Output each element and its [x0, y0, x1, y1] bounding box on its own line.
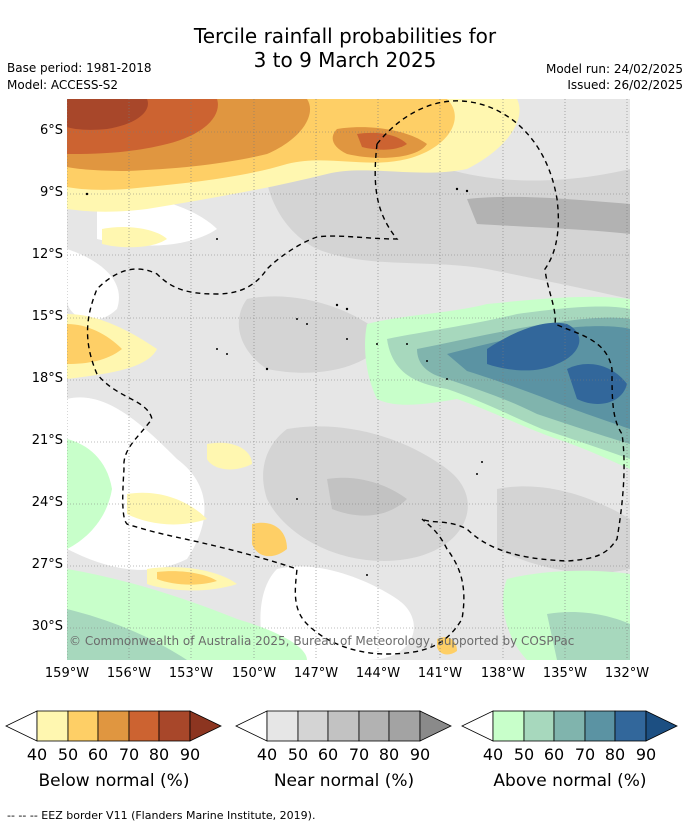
colorbar-below-normal: [5, 710, 222, 742]
no-signal-area: [260, 566, 414, 660]
below-normal-50: [67, 324, 122, 364]
colorbar-swatch: [97, 710, 130, 742]
lon-tick-label: 132°W: [604, 666, 650, 681]
colorbar-tick: 60: [543, 745, 565, 764]
colorbar-swatch: [523, 710, 555, 742]
below-normal-80: [67, 99, 148, 130]
colorbar-tick: 40: [256, 745, 278, 764]
lon-tick-label: 138°W: [480, 666, 526, 681]
colorbar-tick: 80: [378, 745, 400, 764]
near-normal-70: [467, 196, 630, 234]
lon-tick-label: 159°W: [44, 666, 90, 681]
lat-tick-label: 15°S: [31, 309, 63, 324]
colorbar-swatch: [128, 710, 160, 742]
colorbar-tick: 90: [179, 745, 201, 764]
lon-tick-label: 153°W: [168, 666, 214, 681]
colorbar-extend-low: [5, 710, 38, 742]
colorbar-swatch: [584, 710, 616, 742]
above-normal-40: [67, 439, 112, 549]
below-normal-40: [207, 442, 252, 470]
colorbar-swatch: [492, 710, 525, 742]
colorbar-extend-high: [189, 710, 222, 742]
island-markers: [85, 187, 483, 576]
lon-tick-label: 147°W: [293, 666, 339, 681]
colorbar-swatch: [553, 710, 586, 742]
below-normal-40: [127, 492, 207, 525]
colorbar-tick: 60: [317, 745, 339, 764]
colorbar-title-near: Near normal (%): [273, 771, 415, 791]
colorbar-swatch: [67, 710, 99, 742]
colorbar-tick: 80: [604, 745, 626, 764]
lat-tick-label: 27°S: [31, 557, 63, 572]
model-run: Model run: 24/02/2025: [545, 62, 683, 76]
map-title-line1: Tercile rainfall probabilities for: [193, 24, 497, 48]
lon-tick-label: 156°W: [106, 666, 152, 681]
lon-tick-label: 150°W: [231, 666, 277, 681]
colorbar-extend-high: [645, 710, 678, 742]
probability-map: [67, 99, 630, 660]
colorbar-tick: 80: [148, 745, 170, 764]
map-title-line2: 3 to 9 March 2025: [253, 48, 437, 72]
colorbar-near-normal: [235, 710, 452, 742]
lat-tick-label: 18°S: [31, 371, 63, 386]
colorbar-swatch: [327, 710, 360, 742]
colorbar-tick: 40: [26, 745, 48, 764]
colorbar-title-above: Above normal (%): [493, 771, 647, 791]
lat-tick-label: 9°S: [39, 185, 63, 200]
colorbar-extend-low: [235, 710, 268, 742]
eez-border: [86, 100, 625, 655]
base-period: Base period: 1981-2018: [7, 61, 152, 75]
colorbar-tick: 50: [57, 745, 79, 764]
near-normal-50: [238, 296, 387, 373]
no-signal-area: [67, 397, 205, 570]
above-normal-80: [567, 364, 627, 404]
colorbar-extend-low: [461, 710, 494, 742]
above-normal-50: [67, 609, 187, 660]
colorbar-swatch: [297, 710, 329, 742]
colorbar-tick: 90: [409, 745, 431, 764]
colorbar-tick: 70: [574, 745, 596, 764]
near-normal-50: [264, 136, 630, 299]
lat-tick-label: 30°S: [31, 619, 63, 634]
model-name: Model: ACCESS-S2: [7, 78, 119, 92]
near-normal-60: [327, 477, 407, 516]
colorbar-tick: 90: [635, 745, 657, 764]
map-gridlines: [67, 99, 630, 660]
eez-border-legend: -- -- -- EEZ border V11 (Flanders Marine…: [7, 809, 316, 822]
colorbar-swatch: [158, 710, 191, 742]
colorbar-swatch: [388, 710, 421, 742]
lat-tick-label: 21°S: [31, 433, 63, 448]
colorbar-extend-high: [419, 710, 452, 742]
colorbar-above-normal: [461, 710, 678, 742]
colorbar-title-below: Below normal (%): [38, 771, 190, 791]
colorbar-tick: 60: [87, 745, 109, 764]
copyright-notice: © Commonwealth of Australia 2025, Bureau…: [69, 634, 575, 648]
colorbar-swatch: [614, 710, 647, 742]
below-normal-40: [102, 227, 167, 248]
above-normal-50: [547, 612, 630, 660]
colorbar-tick: 50: [287, 745, 309, 764]
lat-tick-label: 12°S: [31, 247, 63, 262]
lon-tick-label: 141°W: [417, 666, 463, 681]
lat-tick-label: 24°S: [31, 495, 63, 510]
near-normal-50: [497, 486, 630, 573]
colorbar-tick: 70: [118, 745, 140, 764]
lat-tick-label: 6°S: [39, 123, 63, 138]
lon-tick-label: 144°W: [355, 666, 401, 681]
below-normal-70: [357, 132, 407, 150]
no-signal-area: [67, 249, 119, 320]
issued-date: Issued: 26/02/2025: [567, 78, 683, 92]
colorbar-tick: 70: [348, 745, 370, 764]
colorbar-swatch: [36, 710, 69, 742]
above-normal-80: [487, 322, 580, 371]
below-normal-50: [252, 522, 287, 557]
colorbar-swatch: [358, 710, 390, 742]
below-normal-50: [157, 571, 217, 585]
lon-tick-label: 135°W: [542, 666, 588, 681]
colorbar-swatch: [266, 710, 299, 742]
colorbar-tick: 50: [513, 745, 535, 764]
colorbar-tick: 40: [482, 745, 504, 764]
